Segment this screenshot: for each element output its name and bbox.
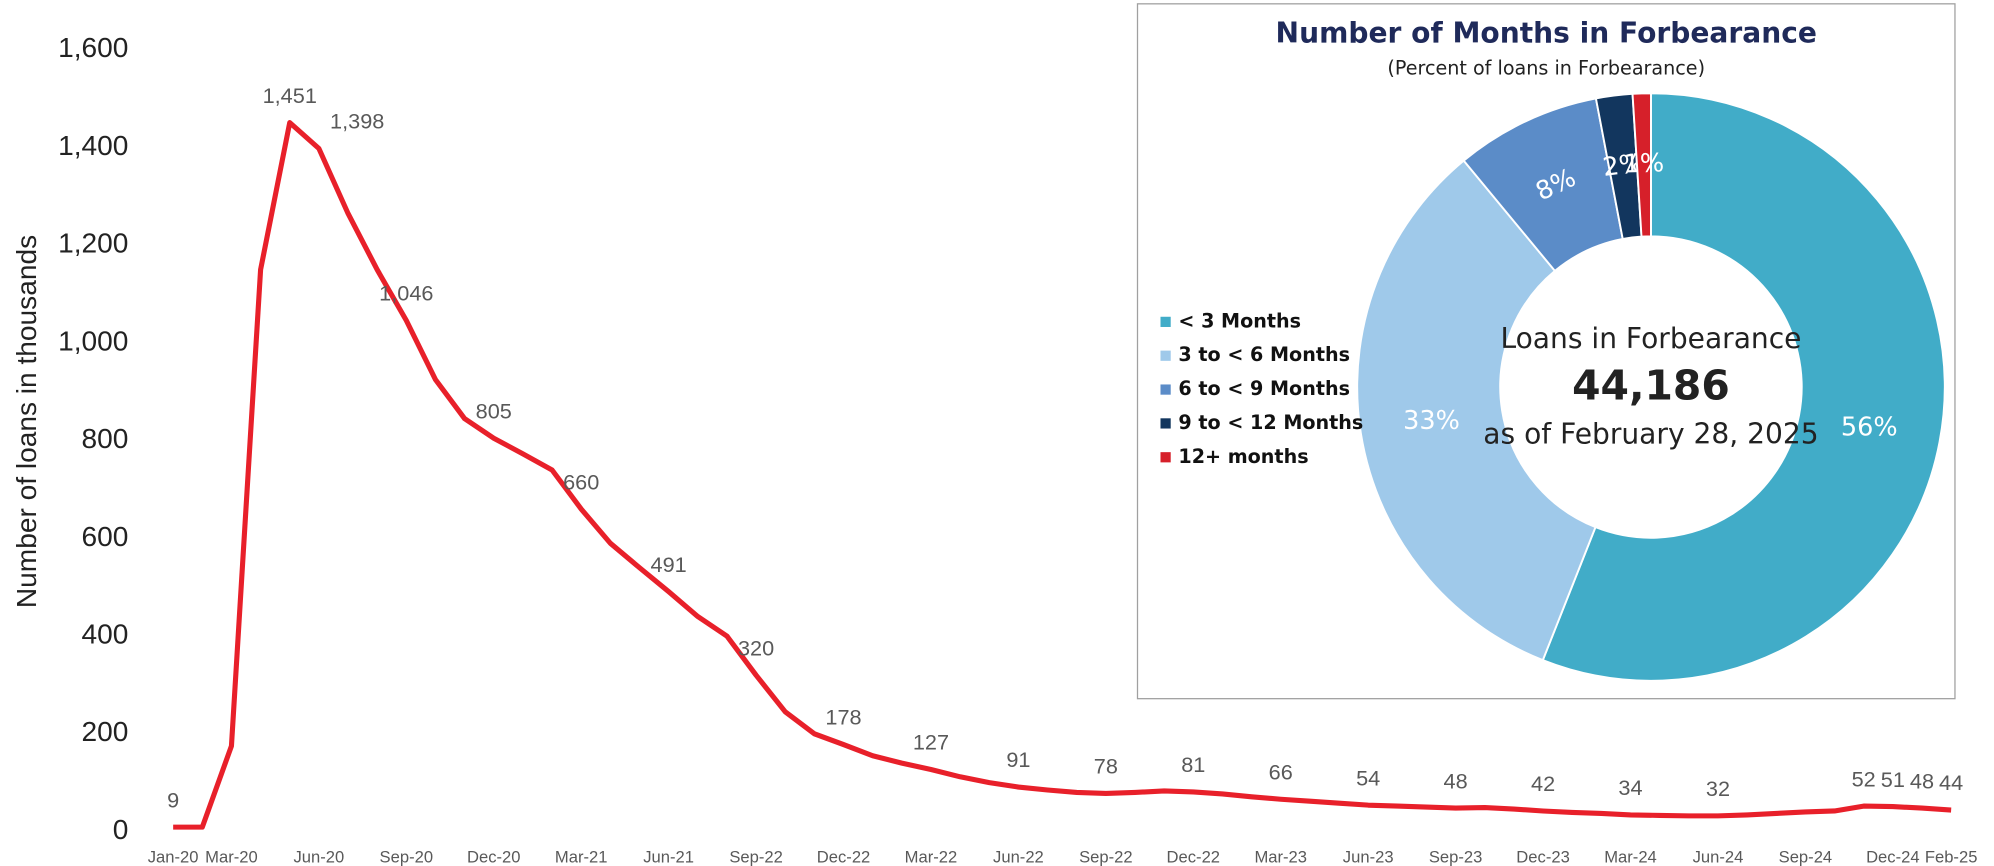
x-tick-label: Sep-22 xyxy=(1079,848,1133,866)
legend-swatch xyxy=(1160,350,1171,361)
y-tick-label: 600 xyxy=(82,521,129,552)
legend-swatch xyxy=(1160,418,1171,429)
x-tick-label: Mar-20 xyxy=(205,848,258,866)
data-line xyxy=(173,120,1952,830)
legend-label: < 3 Months xyxy=(1178,309,1301,332)
data-label: 491 xyxy=(651,552,687,577)
donut-slice xyxy=(1356,159,1597,662)
slice-label: 33% xyxy=(1403,406,1460,436)
y-tick-label: 0 xyxy=(113,814,129,845)
y-tick-label: 200 xyxy=(82,716,129,747)
y-tick-label: 800 xyxy=(82,423,129,454)
x-tick-label: Dec-22 xyxy=(817,848,871,866)
center-text: Loans in Forbearance xyxy=(1500,322,1801,355)
data-label: 32 xyxy=(1706,776,1730,801)
x-tick-label: Mar-24 xyxy=(1604,848,1657,866)
data-label: 178 xyxy=(825,705,861,730)
data-label: 1,398 xyxy=(330,109,384,134)
data-label: 48 xyxy=(1444,768,1468,793)
x-tick-label: Jun-22 xyxy=(993,848,1044,866)
pie-title: Number of Months in Forbearance xyxy=(1276,16,1817,49)
data-label: 9 xyxy=(167,787,179,812)
data-label: 81 xyxy=(1181,752,1205,777)
legend-label: 3 to < 6 Months xyxy=(1178,343,1350,366)
data-label: 91 xyxy=(1006,747,1030,772)
y-tick-label: 1,600 xyxy=(58,32,128,63)
donut-slice xyxy=(1631,92,1652,238)
x-tick-label: Mar-21 xyxy=(555,848,608,866)
data-label: 42 xyxy=(1531,771,1555,796)
x-tick-label: Dec-20 xyxy=(467,848,521,866)
x-tick-label: Jan-20 xyxy=(148,848,199,866)
pie-subtitle: (Percent of loans in Forbearance) xyxy=(1387,56,1705,79)
x-tick-label: Sep-20 xyxy=(380,848,434,866)
x-tick-label: Sep-24 xyxy=(1779,848,1833,866)
y-tick-label: 1,000 xyxy=(58,325,128,356)
data-label: 1,046 xyxy=(379,281,433,306)
donut-slice xyxy=(1541,92,1946,682)
x-tick-label: Jun-21 xyxy=(643,848,694,866)
legend-swatch xyxy=(1160,452,1171,463)
x-tick-label: Dec-24 xyxy=(1866,848,1920,866)
x-tick-label: Sep-23 xyxy=(1429,848,1483,866)
slice-label: 56% xyxy=(1841,413,1898,443)
legend-swatch xyxy=(1160,316,1171,327)
data-label: 52 xyxy=(1852,766,1876,791)
x-tick-label: Dec-22 xyxy=(1167,848,1221,866)
x-tick-label: Jun-24 xyxy=(1693,848,1744,866)
data-label: 78 xyxy=(1094,754,1118,779)
data-label: 1,451 xyxy=(263,83,317,108)
data-label: 320 xyxy=(738,635,774,660)
x-tick-label: Dec-23 xyxy=(1516,848,1569,866)
data-label: 44 xyxy=(1939,770,1963,795)
legend-label: 9 to < 12 Months xyxy=(1178,411,1363,434)
x-tick-label: Feb-25 xyxy=(1925,848,1978,866)
legend-label: 12+ months xyxy=(1178,445,1308,468)
data-label: 127 xyxy=(913,730,949,755)
data-label: 660 xyxy=(563,469,599,494)
data-label: 805 xyxy=(476,398,512,423)
data-label: 34 xyxy=(1618,775,1642,800)
legend-label: 6 to < 9 Months xyxy=(1178,377,1350,400)
data-label: 48 xyxy=(1910,768,1934,793)
data-label: 66 xyxy=(1269,759,1293,784)
y-tick-label: 1,200 xyxy=(58,228,128,259)
data-label: 54 xyxy=(1356,765,1380,790)
y-tick-label: 1,400 xyxy=(58,130,128,161)
x-tick-label: Mar-23 xyxy=(1254,848,1307,866)
y-tick-label: 400 xyxy=(82,619,129,650)
x-tick-label: Jun-23 xyxy=(1343,848,1394,866)
y-axis-label: Number of loans in thousands xyxy=(11,235,42,608)
center-text: as of February 28, 2025 xyxy=(1483,418,1818,451)
data-label: 51 xyxy=(1881,767,1905,792)
legend-swatch xyxy=(1160,384,1171,395)
center-text: 44,186 xyxy=(1572,361,1730,409)
slice-label: 1% xyxy=(1623,148,1664,179)
x-tick-label: Jun-20 xyxy=(294,848,345,866)
x-tick-label: Sep-22 xyxy=(729,848,783,866)
x-tick-label: Mar-22 xyxy=(905,848,958,866)
